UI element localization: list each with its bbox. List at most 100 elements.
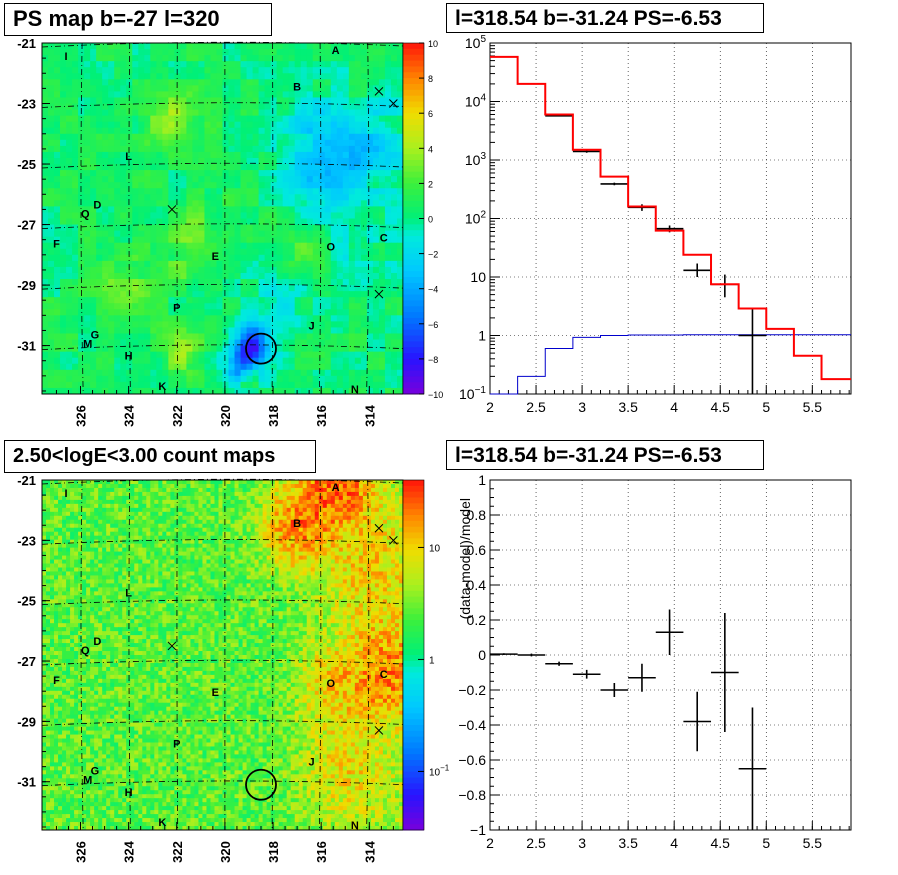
ps-map-cross-marker <box>389 99 398 108</box>
ps-map-ytick-label: -27 <box>17 218 36 233</box>
residual-data-point <box>517 653 546 657</box>
ps-map-colorbar-cell <box>403 148 424 155</box>
count-map-colorbar-cell <box>403 812 424 819</box>
residual-ytick-label: 0.2 <box>467 612 487 628</box>
ps-map-colorbar-label: −10 <box>428 390 443 400</box>
count-map-colorbar-cell <box>403 754 424 761</box>
residual-xtick-label: 5.5 <box>803 835 823 851</box>
count-map-source-circle <box>245 768 277 801</box>
count-map-parallel <box>41 659 404 666</box>
count-map-cross-marker <box>374 726 384 735</box>
residual-data-point <box>572 669 601 679</box>
spectrum-ytick-label: 104 <box>465 93 487 110</box>
count-map-colorbar-cell <box>403 643 424 650</box>
ps-map-ytick-label: -25 <box>17 157 36 172</box>
residual-data-point <box>600 683 629 697</box>
residual-ytick-label: −1 <box>470 822 486 838</box>
ps-map-ytick-label: -31 <box>17 339 36 354</box>
ps-map-colorbar-cell <box>403 300 424 307</box>
ps-map-xtick-label: 326 <box>74 405 89 427</box>
count-map-colorbar-label: 10−1 <box>429 763 450 778</box>
ps-map-source-label: E <box>212 251 219 263</box>
residual-ytick-label: 1 <box>478 472 486 488</box>
residual-data-point <box>628 663 656 692</box>
ps-map-xtick-label: 318 <box>266 405 281 427</box>
ps-map-colorbar-label: −4 <box>428 285 438 295</box>
count-map-colorbar-cell <box>403 818 424 825</box>
ps-map-colorbar-label: 8 <box>428 74 433 84</box>
count-map-meridian <box>366 479 370 831</box>
ps-map-colorbar-cell <box>403 224 424 231</box>
count-map-colorbar-cell <box>403 608 424 615</box>
count-map-colorbar-cell <box>403 800 424 808</box>
count-map-colorbar-cell <box>403 748 424 755</box>
count-map-colorbar-cell <box>403 713 424 720</box>
ps-map-source-circle <box>245 332 277 365</box>
ps-map-colorbar-cell <box>403 353 424 360</box>
ps-map-meridian <box>128 42 131 395</box>
ps-map-colorbar-cell <box>403 195 424 202</box>
ps-map-colorbar-cell <box>403 294 424 301</box>
ps-map-colorbar-cell <box>403 119 424 126</box>
ps-map-colorbar-cell <box>403 83 424 91</box>
count-map-source-label: H <box>125 787 133 799</box>
count-map-colorbar-cell <box>403 666 424 673</box>
count-map-colorbar-cell <box>403 509 424 516</box>
ps-map-colorbar-cell <box>403 241 424 249</box>
residual-ytick-label: 0.4 <box>467 577 487 593</box>
spectrum-data-point <box>628 204 656 211</box>
spectrum-xtick-label: 5 <box>762 399 770 415</box>
count-map-colorbar-cell <box>403 783 424 790</box>
spectrum-data-point <box>711 274 739 298</box>
ps-map-colorbar-cell <box>403 288 424 296</box>
ps-map-source-label: P <box>173 302 180 314</box>
spectrum-ytick-label: 105 <box>465 34 487 51</box>
count-map-ytick-label: -31 <box>17 775 36 790</box>
residual-data-point <box>545 661 573 666</box>
ps-map-colorbar-cell <box>403 253 424 260</box>
residual-title: l=318.54 b=-31.24 PS=-6.53 <box>446 440 764 470</box>
ps-map-source-label: A <box>332 45 340 57</box>
spectrum-grid <box>489 42 851 395</box>
ps-map-source-label: B <box>293 81 301 93</box>
residual-xtick-label: 3 <box>578 835 586 851</box>
ps-map-colorbar-cell <box>403 89 424 97</box>
count-map-colorbar-cell <box>403 707 424 714</box>
ps-map-colorbar-label: −2 <box>428 250 438 260</box>
ps-map-cross-marker <box>374 87 384 96</box>
count-map-xtick-label: 326 <box>74 841 89 863</box>
ps-map-parallel <box>41 162 404 169</box>
ps-map-colorbar-cell <box>403 335 424 342</box>
ps-map-source-label: F <box>53 239 60 251</box>
count-map-source-label: B <box>293 518 301 530</box>
residual-xtick-label: 2 <box>486 835 494 851</box>
count-map-colorbar-cell <box>403 520 424 528</box>
count-map-cross-marker <box>374 523 384 533</box>
count-map-colorbar-cell <box>403 515 424 522</box>
count-map-colorbar-cell <box>403 736 424 743</box>
count-map-colorbar-cell <box>403 579 424 586</box>
count-map-colorbar-cell <box>403 596 424 603</box>
count-map-colorbar-cell <box>403 625 424 633</box>
ps-map-xtick-label: 322 <box>170 405 185 427</box>
ps-map-colorbar-cell <box>403 124 424 132</box>
count-map-source-label: O <box>327 678 336 690</box>
count-map-xtick-label: 314 <box>362 840 377 862</box>
ps-map-colorbar-cell <box>403 370 424 377</box>
ps-map-ytick-label: -29 <box>17 278 36 293</box>
count-map-source-label: G <box>91 766 100 778</box>
ps-map-meridian <box>271 42 274 395</box>
count-map-colorbar-cell <box>403 742 424 749</box>
count-map-source-label: K <box>158 817 166 829</box>
count-map-ytick-label: -27 <box>17 654 36 669</box>
count-map-cross-marker <box>167 641 177 651</box>
ps-map-colorbar-label: 6 <box>428 109 433 119</box>
count-map-colorbar-cell <box>403 544 424 551</box>
count-map-title: 2.50<logE<3.00 count maps <box>4 440 316 473</box>
ps-map-source-label: G <box>91 329 100 341</box>
ps-map-colorbar-cell <box>403 271 424 278</box>
ps-map-ytick-label: -23 <box>17 97 36 112</box>
spectrum-ytick-label: 10 <box>470 269 486 285</box>
spectrum-xtick-label: 2.5 <box>526 399 546 415</box>
ps-map-colorbar-cell <box>403 312 424 319</box>
